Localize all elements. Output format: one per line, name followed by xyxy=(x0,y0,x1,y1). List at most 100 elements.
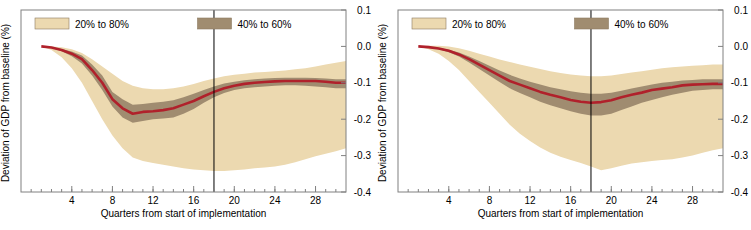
legend: 20% to 80%40% to 60% xyxy=(35,18,292,30)
band xyxy=(418,46,723,170)
x-minor-tick xyxy=(408,189,409,192)
x-tick-label: 28 xyxy=(687,195,699,206)
legend-swatch xyxy=(412,18,446,29)
x-minor-tick xyxy=(519,189,520,192)
legend-label: 40% to 60% xyxy=(238,19,292,30)
y-tick xyxy=(718,10,723,11)
median-line xyxy=(41,46,346,113)
x-minor-tick xyxy=(41,189,42,192)
x-minor-tick xyxy=(499,189,500,192)
figure: 0.10.0-0.1-0.2-0.3-0.4481216202428Quarte… xyxy=(0,0,751,230)
y-tick xyxy=(718,155,723,156)
x-tick-label: 12 xyxy=(147,195,159,206)
y-tick xyxy=(341,82,346,83)
chart-panel: 0.10.0-0.1-0.2-0.3-0.4481216202428Quarte… xyxy=(0,5,371,220)
x-tick xyxy=(234,186,235,192)
x-tick-label: 16 xyxy=(565,195,577,206)
x-minor-tick xyxy=(418,189,419,192)
x-minor-tick xyxy=(132,189,133,192)
band xyxy=(41,46,346,122)
x-minor-tick xyxy=(479,189,480,192)
y-tick-label: -0.1 xyxy=(354,77,372,88)
x-minor-tick xyxy=(305,189,306,192)
x-minor-tick xyxy=(244,189,245,192)
x-minor-tick xyxy=(264,189,265,192)
x-tick-label: 4 xyxy=(446,195,452,206)
x-minor-tick xyxy=(621,189,622,192)
plot-frame xyxy=(398,10,723,192)
x-tick-label: 20 xyxy=(606,195,618,206)
x-tick-label: 8 xyxy=(487,195,493,206)
x-tick xyxy=(692,186,693,192)
x-minor-tick xyxy=(224,189,225,192)
x-minor-tick xyxy=(92,189,93,192)
y-tick xyxy=(341,192,346,193)
y-tick-label: 0.1 xyxy=(357,5,371,16)
x-minor-tick xyxy=(142,189,143,192)
x-minor-tick xyxy=(682,189,683,192)
x-tick xyxy=(651,186,652,192)
y-tick xyxy=(341,119,346,120)
y-tick xyxy=(718,119,723,120)
x-minor-tick xyxy=(540,189,541,192)
y-tick-label: -0.3 xyxy=(731,150,749,161)
x-tick xyxy=(530,186,531,192)
x-tick xyxy=(71,186,72,192)
legend-label: 40% to 60% xyxy=(615,19,669,30)
x-tick-label: 8 xyxy=(110,195,116,206)
reference-line xyxy=(213,10,214,192)
y-tick-label: -0.4 xyxy=(354,187,372,198)
x-minor-tick xyxy=(61,189,62,192)
y-tick-label: -0.1 xyxy=(731,77,749,88)
legend-swatch xyxy=(198,18,232,29)
x-minor-tick xyxy=(51,189,52,192)
x-minor-tick xyxy=(458,189,459,192)
y-tick xyxy=(718,192,723,193)
x-minor-tick xyxy=(590,189,591,192)
x-minor-tick xyxy=(31,189,32,192)
x-tick-label: 4 xyxy=(69,195,75,206)
x-tick-label: 24 xyxy=(269,195,281,206)
reference-line xyxy=(590,10,591,192)
y-tick-label: 0.0 xyxy=(357,41,371,52)
x-tick-label: 24 xyxy=(646,195,658,206)
y-tick-label: -0.4 xyxy=(731,187,749,198)
x-minor-tick xyxy=(601,189,602,192)
x-minor-tick xyxy=(550,189,551,192)
x-tick xyxy=(611,186,612,192)
x-tick xyxy=(112,186,113,192)
x-minor-tick xyxy=(122,189,123,192)
y-axis-label: Deviation of GDP from baseline (%) xyxy=(377,24,388,182)
y-tick xyxy=(341,46,346,47)
x-minor-tick xyxy=(213,189,214,192)
y-tick xyxy=(341,10,346,11)
y-tick-label: -0.3 xyxy=(354,150,372,161)
y-tick xyxy=(718,46,723,47)
x-minor-tick xyxy=(203,189,204,192)
x-tick-label: 12 xyxy=(524,195,536,206)
x-minor-tick xyxy=(672,189,673,192)
plot-marks xyxy=(418,10,723,192)
x-minor-tick xyxy=(469,189,470,192)
x-minor-tick xyxy=(102,189,103,192)
x-tick-label: 28 xyxy=(310,195,322,206)
y-tick-label: 0.1 xyxy=(734,5,748,16)
median-line xyxy=(418,46,723,102)
x-minor-tick xyxy=(641,189,642,192)
y-tick xyxy=(718,82,723,83)
x-minor-tick xyxy=(183,189,184,192)
x-tick xyxy=(315,186,316,192)
plot-frame xyxy=(21,10,346,192)
x-tick xyxy=(193,186,194,192)
x-minor-tick xyxy=(580,189,581,192)
x-tick-label: 20 xyxy=(229,195,241,206)
legend-label: 20% to 80% xyxy=(452,19,506,30)
x-minor-tick xyxy=(254,189,255,192)
y-tick xyxy=(341,155,346,156)
x-minor-tick xyxy=(428,189,429,192)
y-tick-label: -0.2 xyxy=(354,114,372,125)
x-minor-tick xyxy=(81,189,82,192)
y-axis-label: Deviation of GDP from baseline (%) xyxy=(0,24,11,182)
x-minor-tick xyxy=(712,189,713,192)
x-minor-tick xyxy=(335,189,336,192)
